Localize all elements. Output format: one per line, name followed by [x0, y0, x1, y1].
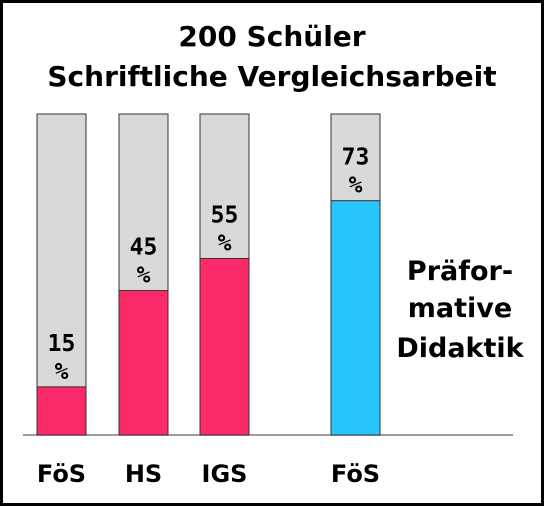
- bar-value-2: [118, 290, 169, 436]
- bar-label-4-number: 73: [342, 145, 370, 171]
- bar-label-2-unit: %: [137, 263, 151, 289]
- category-label-2: HS: [125, 460, 162, 488]
- bars-group: 15% FöS 45% HS 55% IGS 73% FöS: [36, 113, 381, 488]
- bar-label-1-number: 15: [48, 331, 76, 357]
- category-label-1: FöS: [37, 460, 86, 488]
- annotation-line-3: Didaktik: [396, 333, 524, 364]
- chart-subtitle: Schriftliche Vergleichsarbeit: [47, 60, 496, 93]
- bar-label-2-number: 45: [130, 235, 158, 261]
- annotation-line-2: mative: [408, 293, 512, 324]
- annotation-line-1: Präfor-: [407, 256, 513, 287]
- bar-value-1: [36, 386, 87, 436]
- bar-chart: 200 Schüler Schriftliche Vergleichsarbei…: [23, 20, 525, 488]
- category-label-4: FöS: [331, 460, 380, 488]
- category-label-3: IGS: [202, 460, 248, 488]
- bar-label-3-number: 55: [211, 202, 239, 228]
- chart-title: 200 Schüler: [178, 20, 365, 53]
- bar-value-3: [199, 257, 250, 436]
- bar-label-1-unit: %: [55, 359, 69, 385]
- bar-label-4-unit: %: [349, 173, 363, 199]
- bar-label-3-unit: %: [218, 230, 232, 256]
- bar-value-4: [330, 200, 381, 436]
